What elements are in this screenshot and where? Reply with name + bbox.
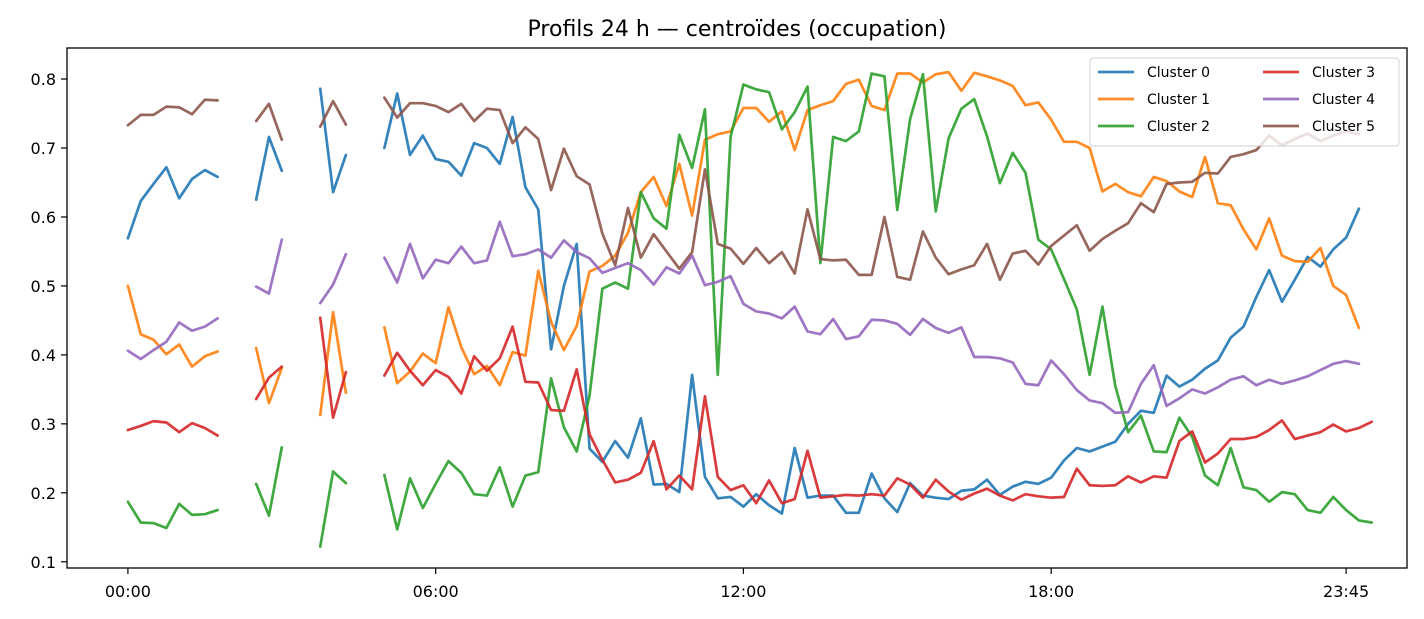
legend-label: Cluster 4 [1312, 92, 1375, 108]
legend-label: Cluster 3 [1312, 65, 1375, 81]
series-line-cluster-5 [126, 96, 1361, 282]
legend: Cluster 0 Cluster 1 Cluster 2 Cluster 3 Clus… [1089, 57, 1400, 147]
axes-frame [66, 47, 1408, 569]
y-tick-label: 0.5 [31, 277, 56, 296]
legend-label: Cluster 2 [1147, 119, 1210, 135]
x-tick-label: 06:00 [413, 582, 459, 601]
legend-item-cluster-0: Cluster 0 [1098, 65, 1210, 81]
x-tick-label: 12:00 [720, 582, 766, 601]
legend-item-cluster-4: Cluster 4 [1263, 92, 1375, 108]
series-line-cluster-0 [126, 87, 1361, 515]
legend-label: Cluster 0 [1147, 65, 1210, 81]
x-tick-label: 00:00 [105, 582, 151, 601]
legend-label: Cluster 1 [1147, 92, 1210, 108]
x-axis: 00:00 06:00 12:00 18:00 23:45 [105, 568, 1369, 601]
legend-label: Cluster 5 [1312, 119, 1375, 135]
series-line-cluster-2 [126, 72, 1374, 548]
series-line-cluster-1 [126, 70, 1361, 417]
legend-item-cluster-2: Cluster 2 [1098, 119, 1210, 135]
y-axis: 0.1 0.2 0.3 0.4 0.5 0.6 0.7 0.8 [31, 70, 67, 572]
y-tick-label: 0.8 [31, 70, 56, 89]
chart-title: Profils 24 h — centroïdes (occupation) [528, 17, 947, 42]
y-tick-label: 0.7 [31, 139, 56, 158]
series-line-cluster-3 [126, 316, 1374, 505]
y-tick-label: 0.2 [31, 484, 56, 503]
plot-lines [126, 70, 1374, 548]
legend-box [1089, 57, 1400, 147]
x-tick-label: 23:45 [1323, 582, 1369, 601]
x-tick-label: 18:00 [1028, 582, 1074, 601]
y-tick-label: 0.6 [31, 208, 56, 227]
y-tick-label: 0.3 [31, 415, 56, 434]
y-tick-label: 0.1 [31, 553, 56, 572]
legend-item-cluster-3: Cluster 3 [1263, 65, 1375, 81]
series-line-cluster-4 [126, 220, 1361, 415]
legend-item-cluster-5: Cluster 5 [1263, 119, 1375, 135]
y-tick-label: 0.4 [31, 346, 56, 365]
legend-item-cluster-1: Cluster 1 [1098, 92, 1210, 108]
